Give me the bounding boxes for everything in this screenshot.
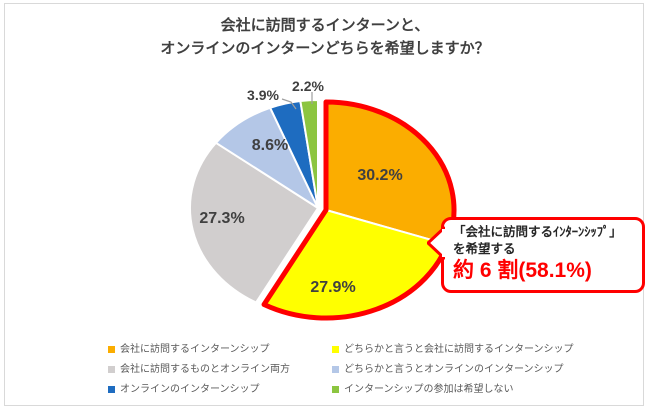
legend-item-0: 会社に訪問するインターンシップ	[108, 344, 332, 355]
legend-item-4: オンラインのインターンシップ	[108, 384, 332, 395]
slice-value-label-0: 30.2%	[357, 167, 403, 184]
chart-legend: 会社に訪問するインターンシップ どちらかと言うと会社に訪問するインターンシップ会社…	[108, 344, 574, 395]
slice-value-label-2: 27.3%	[199, 210, 245, 227]
slice-value-label-5: 2.2%	[292, 78, 324, 94]
legend-item-2: 会社に訪問するものとオンライン両方	[108, 364, 332, 375]
pie-slice-5	[299, 99, 319, 209]
chart-title-line1: 会社に訪問するインターンと、	[220, 17, 430, 34]
legend-swatch-icon	[332, 346, 339, 353]
legend-item-5: インターンシップの参加は希望しない	[332, 384, 574, 395]
legend-swatch-icon	[332, 366, 339, 373]
legend-swatch-icon	[108, 366, 115, 373]
callout-text-line2: を希望する	[453, 242, 516, 256]
legend-label: 会社に訪問するものとオンライン両方	[120, 364, 290, 375]
callout-text-line1: 「会社に訪問するｲﾝﾀｰﾝｼｯﾌﾟ」	[453, 225, 622, 239]
chart-title-line2: オンラインのインターンどちらを希望しますか？	[160, 40, 490, 57]
legend-label: どちらかと言うと会社に訪問するインターンシップ	[344, 344, 574, 355]
legend-swatch-icon	[108, 386, 115, 393]
slice-value-label-4: 3.9%	[247, 87, 279, 103]
legend-label: インターンシップの参加は希望しない	[344, 384, 514, 395]
callout-pointer	[427, 226, 445, 260]
pie-slice-2	[189, 141, 319, 304]
legend-swatch-icon	[332, 386, 339, 393]
leader-line-3.9-leader	[281, 98, 297, 110]
legend-label: どちらかと言うとオンラインのインターンシップ	[344, 364, 564, 375]
callout-emphasis: 約 6 割(58.1%)	[453, 259, 592, 282]
slice-value-label-3: 8.6%	[251, 137, 289, 154]
highlight-callout: 「会社に訪問するｲﾝﾀｰﾝｼｯﾌﾟ」 を希望する 約 6 割(58.1%)	[427, 217, 645, 293]
legend-label: オンラインのインターンシップ	[120, 384, 260, 395]
legend-swatch-icon	[108, 346, 115, 353]
legend-item-3: どちらかと言うとオンラインのインターンシップ	[332, 364, 574, 375]
slice-value-label-1: 27.9%	[310, 279, 356, 296]
legend-item-1: どちらかと言うと会社に訪問するインターンシップ	[332, 344, 574, 355]
chart-title: 会社に訪問するインターンと、 オンラインのインターンどちらを希望しますか？	[0, 14, 650, 60]
legend-label: 会社に訪問するインターンシップ	[120, 344, 270, 355]
